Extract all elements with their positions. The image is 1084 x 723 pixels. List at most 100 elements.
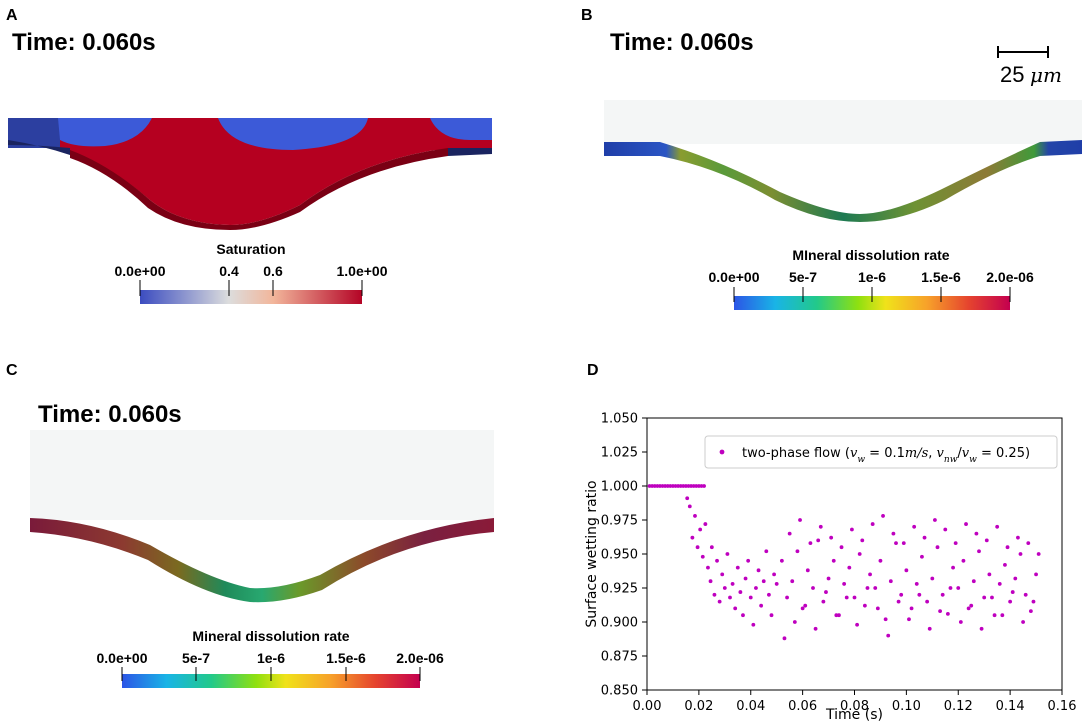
legend-marker (719, 449, 725, 455)
data-point (901, 541, 906, 546)
data-point (826, 576, 831, 581)
data-point (725, 552, 730, 556)
data-point (816, 538, 821, 543)
data-point (772, 572, 776, 577)
colorbar-tick-label: 1e-6 (858, 269, 886, 285)
data-point (943, 527, 948, 532)
data-point (951, 565, 955, 570)
colorbar-tick-label: 2.0e-06 (986, 269, 1034, 285)
data-point (920, 554, 924, 559)
data-point (860, 538, 865, 543)
data-point (940, 592, 945, 597)
data-point (1028, 609, 1033, 614)
data-point (805, 568, 810, 573)
data-point (1034, 572, 1038, 577)
domain-shadow-b (604, 100, 1082, 144)
data-point (668, 484, 673, 488)
data-point (779, 558, 784, 563)
bottom-edge-left (8, 140, 70, 155)
data-point (720, 572, 725, 577)
data-point (865, 586, 870, 590)
data-point (979, 626, 984, 631)
y-tick-label: 0.900 (601, 616, 638, 631)
y-axis-label: Surface wetting ratio (584, 480, 600, 627)
colorbar-title-b: MIneral dissolution rate (792, 247, 949, 263)
x-tick-label: 0.16 (1048, 699, 1077, 714)
data-point (953, 541, 958, 546)
data-point (803, 603, 808, 608)
x-axis-label: Time (s) (825, 707, 883, 723)
data-point (695, 545, 700, 550)
data-point (754, 586, 758, 590)
data-point (761, 579, 766, 584)
data-point (795, 549, 800, 554)
time-label-b: Time: 0.060s (610, 29, 754, 56)
panel-b: B Time: 0.060s 25 μm MIneral dissolution… (581, 7, 1082, 310)
y-tick-label: 0.950 (601, 548, 638, 563)
y-tick-label: 0.850 (601, 684, 638, 699)
data-point (712, 592, 717, 597)
data-point (938, 609, 942, 614)
colorbar-title-a: Saturation (216, 241, 285, 257)
data-point (914, 582, 919, 586)
data-point (844, 595, 849, 600)
data-point (891, 531, 896, 536)
colorbar-tick-label: 5e-7 (789, 269, 817, 285)
x-tick-label: 0.00 (633, 699, 662, 714)
colorbar-tick-label: 5e-7 (182, 650, 210, 666)
data-point (741, 613, 745, 618)
colorbar-tick-label: 1.5e-6 (326, 650, 366, 666)
data-point (715, 558, 719, 563)
data-point (730, 582, 735, 586)
panel-letter-b: B (581, 7, 593, 24)
data-point (839, 545, 844, 550)
y-tick-label: 0.975 (601, 514, 638, 529)
bottom-edge-red (70, 148, 448, 230)
colorbar-tick-label: 0.0e+00 (97, 650, 148, 666)
data-point (733, 606, 738, 611)
data-point (850, 527, 854, 532)
gas-bubble-left (58, 118, 152, 147)
data-point (1036, 552, 1041, 556)
scale-bar-unit: μm (1030, 63, 1062, 87)
data-point (855, 622, 859, 627)
x-tick-label: 0.14 (996, 699, 1025, 714)
x-tick-label: 0.06 (788, 699, 817, 714)
data-point (738, 590, 743, 594)
data-point (862, 603, 867, 608)
data-point (886, 633, 891, 638)
gas-bubble-right (430, 118, 492, 140)
data-point (1023, 592, 1028, 597)
data-point (852, 595, 857, 600)
domain-shadow-c (30, 430, 494, 520)
data-point (899, 592, 904, 597)
x-tick-label: 0.10 (892, 699, 921, 714)
data-point (964, 522, 968, 526)
data-point (930, 576, 935, 581)
data-point (652, 484, 657, 488)
data-point (746, 558, 751, 563)
legend-box (704, 435, 1058, 469)
data-point (842, 582, 847, 586)
colorbar-tick-label: 0.6 (263, 263, 283, 279)
data-point (894, 541, 898, 546)
data-point (857, 552, 862, 556)
data-point (995, 524, 1000, 529)
scale-bar-value: 25 (1000, 62, 1024, 87)
data-point (694, 484, 699, 488)
data-point (883, 617, 888, 622)
data-point (811, 586, 815, 590)
data-point (706, 565, 710, 570)
data-point (782, 636, 787, 641)
panel-a: A Time: 0.060s Saturation 0.0e+00 0.4 0.… (6, 7, 492, 304)
data-point (829, 535, 834, 540)
data-point (966, 606, 971, 611)
mineral-surface-b (604, 140, 1082, 222)
x-tick-label: 0.08 (840, 699, 869, 714)
data-point (722, 586, 727, 590)
colorbar-tick-label: 0.4 (219, 263, 239, 279)
data-point (767, 592, 771, 597)
data-point (878, 558, 883, 563)
data-point (813, 626, 818, 631)
colorbar-tick-label: 0.0e+00 (115, 263, 166, 279)
